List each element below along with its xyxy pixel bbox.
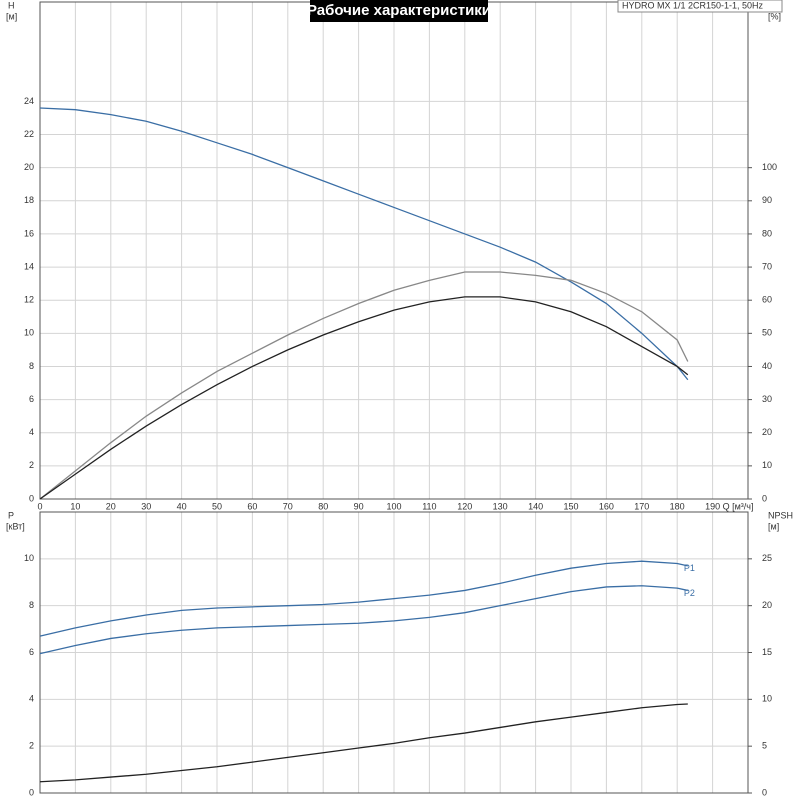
y2-tick-label: 15 (762, 647, 772, 657)
x-tick-label: 120 (457, 501, 472, 511)
plot-frame (39, 511, 749, 794)
y2-tick-label: 20 (762, 427, 772, 437)
series-line (39, 585, 688, 655)
y2-tick-label: 80 (762, 228, 772, 238)
y2-axis-label: NPSH (768, 510, 793, 520)
x-tick-label: 0 (37, 501, 42, 511)
y2-axis-unit: [м] (768, 521, 779, 531)
y-tick-label: 16 (24, 228, 34, 238)
x-tick-label: 190 (705, 501, 720, 511)
y-tick-label: 6 (29, 647, 34, 657)
y-tick-label: 24 (24, 96, 34, 106)
y2-tick-label: 90 (762, 195, 772, 205)
series-line (39, 107, 689, 381)
x-tick-label: 50 (212, 501, 222, 511)
series-line (39, 296, 689, 500)
title-box (310, 0, 488, 22)
model-box (617, 0, 783, 13)
y-axis-unit: [м] (6, 11, 17, 21)
series-line (39, 560, 688, 637)
y2-tick-label: 30 (762, 394, 772, 404)
series-label: P2 (684, 588, 695, 598)
x-tick-label: 150 (563, 501, 578, 511)
y-tick-label: 4 (29, 694, 34, 704)
x-tick-label: 70 (283, 501, 293, 511)
y2-tick-label: 70 (762, 261, 772, 271)
y2-tick-label: 100 (762, 162, 777, 172)
y-tick-label: 8 (29, 600, 34, 610)
y-tick-label: 10 (24, 553, 34, 563)
y2-tick-label: 60 (762, 295, 772, 305)
y2-tick-label: 10 (762, 460, 772, 470)
y-axis-label: H (8, 0, 15, 10)
x-tick-label: 110 (422, 501, 436, 511)
x-tick-label: 80 (318, 501, 328, 511)
x-axis-label: Q [м³/ч] (723, 501, 754, 511)
y2-tick-label: 0 (762, 493, 767, 503)
y-tick-label: 18 (24, 195, 34, 205)
chart-title: Рабочие характеристики (307, 2, 491, 19)
x-tick-label: 40 (177, 501, 187, 511)
y-tick-label: 14 (24, 261, 34, 271)
x-tick-label: 140 (528, 501, 543, 511)
model-label: HYDRO MX 1/1 2CR150-1-1, 50Hz (622, 0, 764, 10)
y2-tick-label: 0 (762, 787, 767, 797)
y2-tick-label: 25 (762, 553, 772, 563)
x-tick-label: 130 (493, 501, 508, 511)
x-tick-label: 170 (634, 501, 649, 511)
y-tick-label: 4 (29, 427, 34, 437)
x-tick-label: 90 (354, 501, 364, 511)
y-tick-label: 0 (29, 493, 34, 503)
y2-axis-unit: [%] (768, 11, 781, 21)
x-tick-label: 30 (141, 501, 151, 511)
y-tick-label: 0 (29, 787, 34, 797)
x-tick-label: 180 (670, 501, 685, 511)
y-axis-unit: [кВт] (6, 521, 25, 531)
y-tick-label: 6 (29, 394, 34, 404)
series-line (39, 703, 688, 783)
x-tick-label: 10 (70, 501, 80, 511)
y-axis-label: P (8, 510, 14, 520)
series-line (39, 271, 689, 500)
x-tick-label: 160 (599, 501, 614, 511)
y-tick-label: 22 (24, 129, 34, 139)
y-tick-label: 2 (29, 460, 34, 470)
y-tick-label: 10 (24, 328, 34, 338)
y2-tick-label: 10 (762, 694, 772, 704)
x-tick-label: 100 (386, 501, 401, 511)
y-tick-label: 20 (24, 162, 34, 172)
series-label: P1 (684, 563, 695, 573)
y2-tick-label: 20 (762, 600, 772, 610)
y-tick-label: 12 (24, 295, 34, 305)
x-tick-label: 60 (247, 501, 257, 511)
y2-tick-label: 50 (762, 328, 772, 338)
y2-tick-label: 40 (762, 361, 772, 371)
y2-tick-label: 5 (762, 741, 767, 751)
y-tick-label: 8 (29, 361, 34, 371)
x-tick-label: 20 (106, 501, 116, 511)
y-tick-label: 2 (29, 741, 34, 751)
